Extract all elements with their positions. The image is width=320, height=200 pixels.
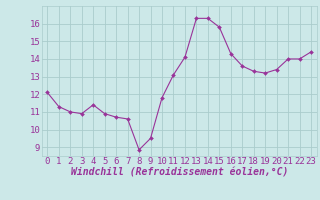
X-axis label: Windchill (Refroidissement éolien,°C): Windchill (Refroidissement éolien,°C) — [70, 168, 288, 178]
